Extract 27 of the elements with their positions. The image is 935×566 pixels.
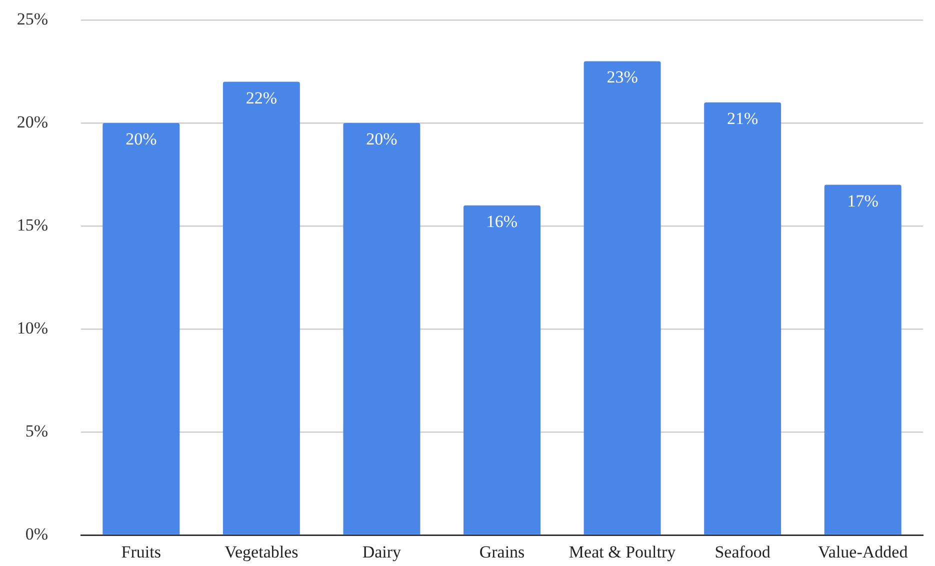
bar [102, 123, 180, 534]
y-tick-label: 15% [16, 215, 48, 234]
y-tick-label: 0% [25, 524, 48, 544]
data-label: 22% [246, 88, 278, 108]
x-tick-label: Dairy [362, 542, 402, 562]
x-tick-label: Grains [479, 542, 525, 562]
data-label: 16% [486, 212, 518, 231]
x-tick-label: Meat & Poultry [568, 542, 676, 562]
bar [584, 61, 661, 534]
y-tick-label: 10% [16, 318, 48, 338]
data-label: 17% [847, 191, 878, 210]
bar [824, 184, 902, 534]
x-tick-label: Seafood [714, 542, 771, 562]
bar [343, 123, 420, 534]
bar [222, 82, 300, 534]
y-tick-label: 25% [16, 9, 48, 28]
x-tick-label: Vegetables [224, 542, 298, 562]
data-label: 21% [726, 108, 758, 128]
bar [464, 205, 540, 534]
x-tick-label: Value-Added [818, 542, 908, 562]
y-tick-label: 20% [16, 112, 48, 132]
data-label: 20% [126, 129, 157, 148]
data-label: 23% [606, 68, 638, 87]
bar [704, 102, 782, 534]
y-tick-label: 5% [25, 421, 48, 440]
data-label: 20% [366, 129, 398, 148]
x-tick-label: Fruits [121, 542, 161, 562]
